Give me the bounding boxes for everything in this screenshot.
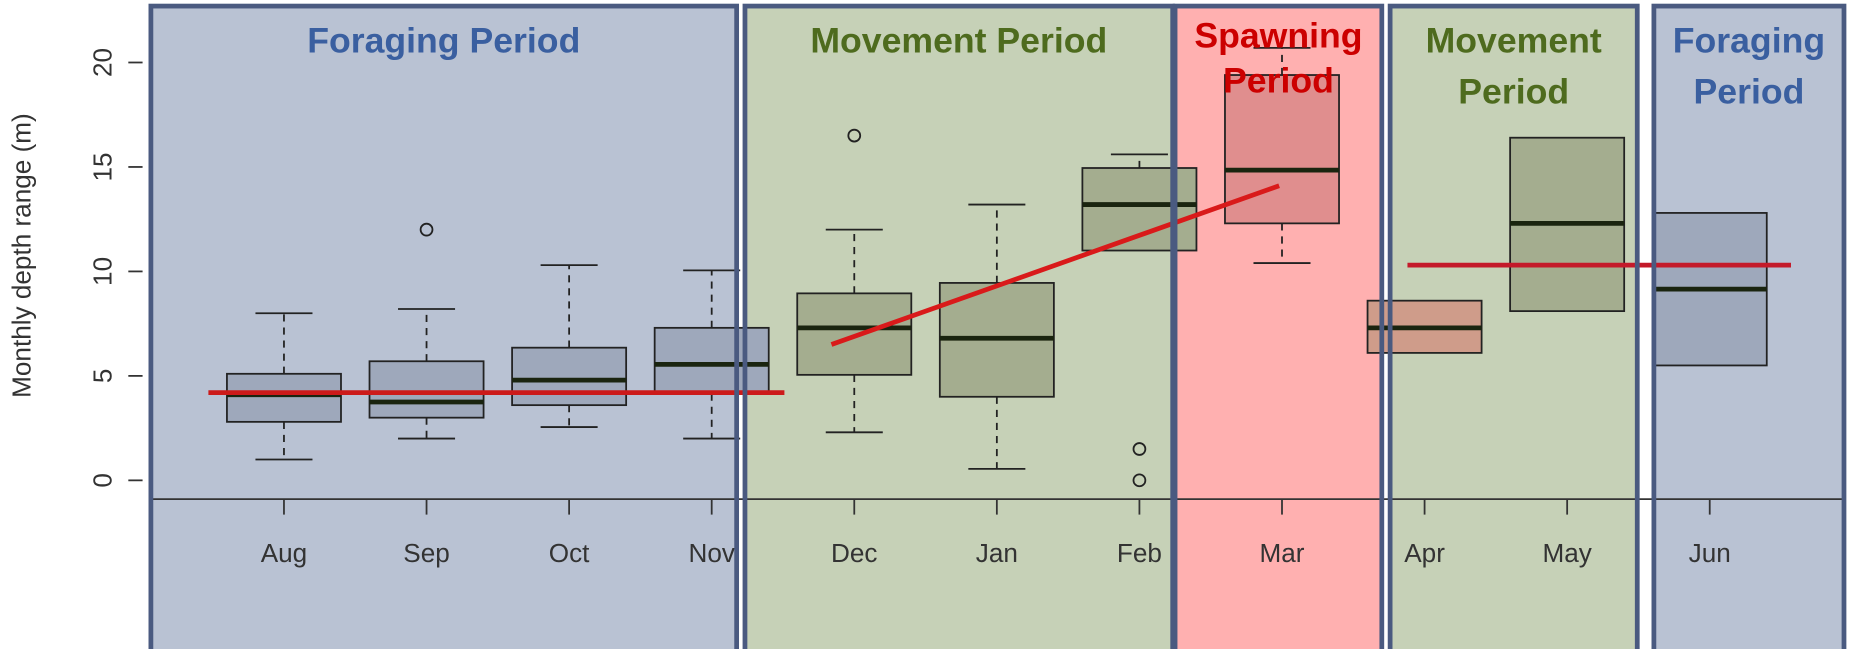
period-label: Foraging: [1673, 20, 1825, 60]
outlier: [847, 128, 862, 143]
box: [368, 360, 485, 419]
box: [511, 346, 628, 407]
x-tick-label: Dec: [831, 538, 877, 568]
period-border: [1172, 3, 1385, 649]
plot-area: 0 5 10 15 20 Aug Sep Oct Nov Dec Jan Feb Mar Apr May Ju…: [87, 3, 1847, 649]
outlier: [1132, 442, 1147, 456]
y-tick-label: 10: [87, 257, 117, 286]
period-border: [1387, 3, 1640, 649]
x-tick-label: Apr: [1404, 538, 1445, 568]
x-tick-label: Feb: [1117, 538, 1162, 568]
x-tick-label: Jun: [1689, 538, 1731, 568]
y-tick-label: 15: [87, 152, 117, 181]
period-label: Period: [1223, 61, 1334, 101]
y-tick-label: 0: [87, 473, 117, 488]
x-tick-label: Sep: [403, 538, 449, 568]
outlier: [419, 222, 434, 237]
period-border: [148, 3, 740, 649]
period-label: Period: [1458, 71, 1569, 111]
period-label: Period: [1694, 71, 1805, 111]
trend-line: [830, 183, 1280, 347]
y-tick-label: 5: [87, 369, 117, 384]
x-tick-label: Mar: [1260, 538, 1305, 568]
box: [653, 326, 770, 395]
box: [1081, 167, 1198, 252]
x-tick-label: Oct: [549, 538, 590, 568]
y-tick-label: 20: [87, 48, 117, 77]
outlier: [1132, 473, 1147, 488]
period-label: Foraging Period: [307, 20, 580, 60]
x-tick-label: Jan: [976, 538, 1018, 568]
period-label: Movement: [1426, 20, 1602, 60]
x-tick-label: Aug: [261, 538, 307, 568]
x-tick-label: May: [1542, 538, 1592, 568]
period-panel: [150, 6, 737, 649]
x-tick-label: Nov: [688, 538, 734, 568]
box: [226, 372, 342, 423]
y-axis-label: Monthly depth range (m): [7, 113, 37, 398]
period-label: Spawning: [1194, 16, 1362, 56]
period-border: [1651, 3, 1847, 649]
period-label: Movement Period: [810, 20, 1107, 60]
